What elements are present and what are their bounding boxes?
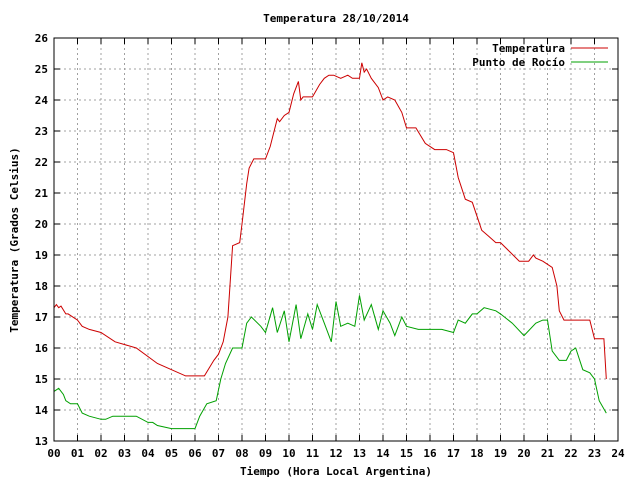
y-tick-label: 21 [35, 187, 49, 200]
y-tick-label: 25 [35, 63, 48, 76]
x-tick-label: 04 [141, 447, 155, 460]
x-tick-label: 14 [376, 447, 390, 460]
y-tick-label: 24 [35, 94, 49, 107]
x-tick-label: 24 [611, 447, 625, 460]
y-tick-label: 19 [35, 249, 48, 262]
y-tick-label: 13 [35, 435, 48, 448]
x-tick-label: 20 [517, 447, 530, 460]
x-tick-label: 19 [494, 447, 507, 460]
y-tick-label: 15 [35, 373, 48, 386]
y-tick-label: 26 [35, 32, 49, 45]
legend-label-punto-de-rocio: Punto de Rocío [472, 56, 565, 69]
y-tick-label: 17 [35, 311, 48, 324]
legend-label-temperatura: Temperatura [492, 42, 565, 55]
y-tick-label: 20 [35, 218, 48, 231]
x-tick-label: 13 [353, 447, 366, 460]
x-tick-label: 10 [282, 447, 295, 460]
x-tick-label: 16 [423, 447, 437, 460]
x-tick-label: 01 [71, 447, 85, 460]
axis-ticks [53, 37, 619, 442]
y-tick-label: 14 [35, 404, 49, 417]
y-tick-label: 18 [35, 280, 48, 293]
x-tick-label: 23 [588, 447, 601, 460]
grid [54, 38, 618, 441]
x-tick-label: 18 [470, 447, 483, 460]
x-axis-label: Tiempo (Hora Local Argentina) [240, 465, 432, 478]
y-tick-label: 16 [35, 342, 49, 355]
y-tick-label: 23 [35, 125, 48, 138]
series-punto-de-rocio-line [53, 295, 607, 430]
x-tick-label: 17 [447, 447, 460, 460]
y-axis-label: Temperatura (Grados Celsius) [8, 147, 21, 332]
x-tick-label: 00 [47, 447, 60, 460]
x-tick-label: 09 [259, 447, 272, 460]
x-tick-label: 12 [329, 447, 342, 460]
series-temperatura-line [53, 62, 607, 380]
x-tick-label: 02 [94, 447, 107, 460]
x-tick-label: 22 [564, 447, 577, 460]
series-lines [53, 62, 607, 430]
y-tick-label: 22 [35, 156, 48, 169]
x-tick-label: 11 [306, 447, 320, 460]
x-tick-label: 03 [118, 447, 131, 460]
x-tick-label: 05 [165, 447, 178, 460]
x-tick-label: 07 [212, 447, 225, 460]
x-tick-label: 06 [188, 447, 202, 460]
x-tick-label: 08 [235, 447, 248, 460]
x-tick-label: 21 [541, 447, 555, 460]
y-tick-labels: 13 14 15 16 17 18 19 20 21 22 23 24 25 26 [35, 32, 49, 448]
legend: Temperatura Punto de Rocío [472, 42, 608, 69]
x-tick-label: 15 [400, 447, 413, 460]
chart-title: Temperatura 28/10/2014 [263, 12, 409, 25]
x-tick-labels: 00 01 02 03 04 05 06 07 08 09 10 11 12 13 14 15 16 17 18 19… [47, 447, 625, 460]
